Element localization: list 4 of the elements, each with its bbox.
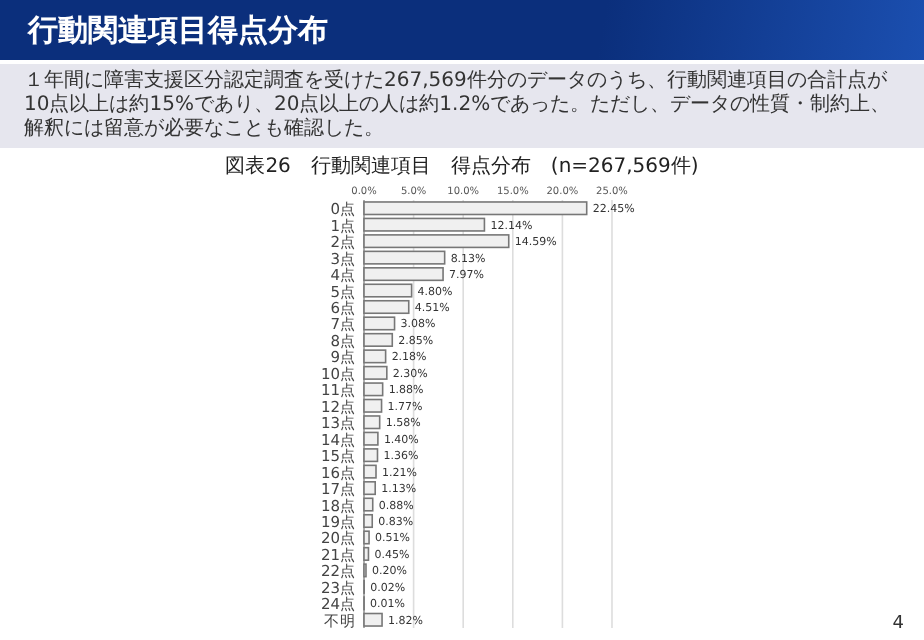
annotation: 4 (892, 614, 904, 634)
chart-title: 行動関連項目得点分布 (0, 0, 924, 60)
chart-subtitle: １年間に障害支援区分認定調査を受けた267,569件分のデータのうち、行動関連項目の合計点が10点以上は約15%であり、20点以上の人は約1.2%であった。ただし、データの性質・制約上、解釈には留意が必要なことも確認した。 (0, 64, 924, 148)
annotation: 図表26 行動関連項目 得点分布 (n=267,569件) (225, 156, 699, 178)
